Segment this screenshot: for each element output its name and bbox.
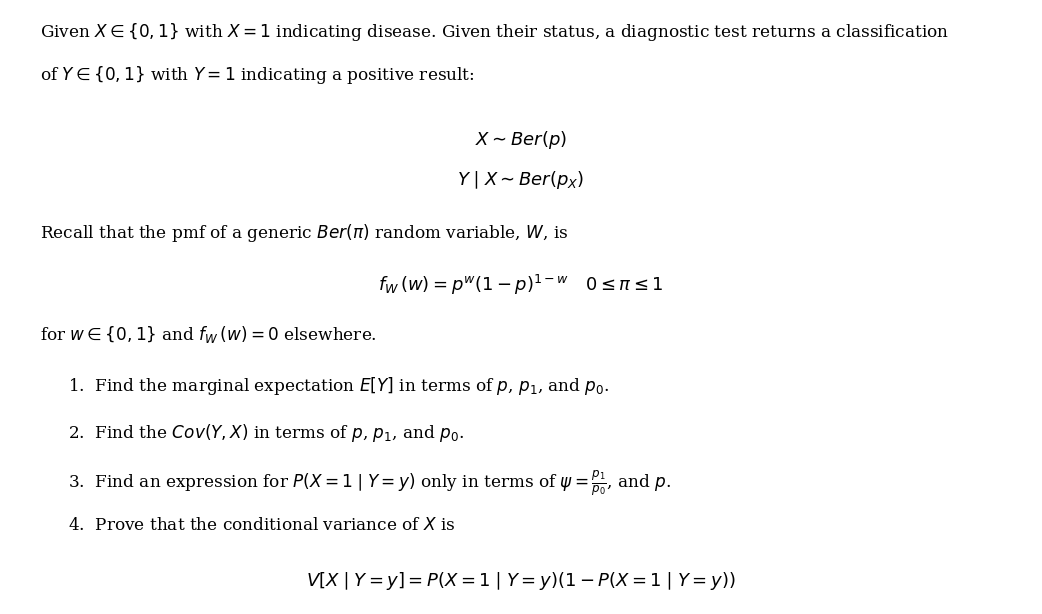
Text: 1.  Find the marginal expectation $E[Y]$ in terms of $p$, $p_1$, and $p_0$.: 1. Find the marginal expectation $E[Y]$ … [68, 375, 610, 397]
Text: of $Y \in \{0, 1\}$ with $Y = 1$ indicating a positive result:: of $Y \in \{0, 1\}$ with $Y = 1$ indicat… [40, 64, 474, 87]
Text: 3.  Find an expression for $P(X = 1 \mid Y = y)$ only in terms of $\psi = \frac{: 3. Find an expression for $P(X = 1 \mid … [68, 469, 671, 499]
Text: for $w \in \{0, 1\}$ and $\mathit{f}_W\,(w) = 0$ elsewhere.: for $w \in \{0, 1\}$ and $\mathit{f}_W\,… [40, 324, 376, 345]
Text: $V[X \mid Y = y] = P(X = 1 \mid Y = y)(1 - P(X = 1 \mid Y = y))$: $V[X \mid Y = y] = P(X = 1 \mid Y = y)(1… [306, 570, 736, 592]
Text: $Y \mid X \sim \mathit{Ber}(p_X)$: $Y \mid X \sim \mathit{Ber}(p_X)$ [457, 169, 585, 192]
Text: $\mathit{f}_W\,(w) = p^w(1 - p)^{1-w} \quad 0 \leq \pi \leq 1$: $\mathit{f}_W\,(w) = p^w(1 - p)^{1-w} \q… [378, 273, 664, 297]
Text: 2.  Find the $\mathit{Cov}(Y, X)$ in terms of $p$, $p_1$, and $p_0$.: 2. Find the $\mathit{Cov}(Y, X)$ in term… [68, 422, 464, 444]
Text: Recall that the pmf of a generic $\mathit{Ber}(\pi)$ random variable, $W$, is: Recall that the pmf of a generic $\mathi… [40, 222, 568, 244]
Text: Given $X \in \{0, 1\}$ with $X = 1$ indicating disease. Given their status, a di: Given $X \in \{0, 1\}$ with $X = 1$ indi… [40, 21, 948, 44]
Text: $X \sim \mathit{Ber}(p)$: $X \sim \mathit{Ber}(p)$ [475, 129, 567, 151]
Text: 4.  Prove that the conditional variance of $X$ is: 4. Prove that the conditional variance o… [68, 517, 455, 534]
